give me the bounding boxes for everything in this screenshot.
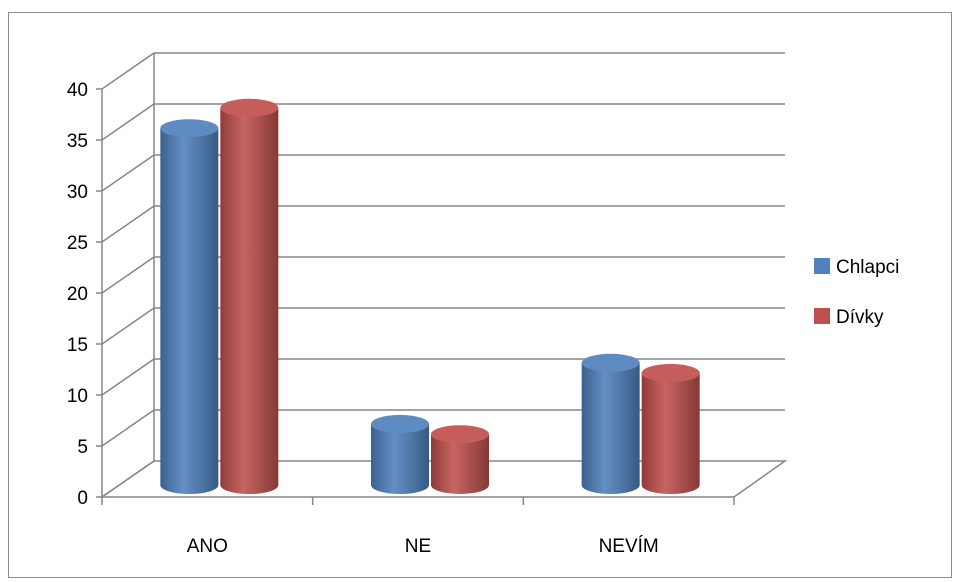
- side-wall-gridline: [101, 358, 155, 396]
- bar-top: [160, 119, 219, 138]
- bar-body: [431, 434, 489, 494]
- y-tick-label: 25: [67, 233, 88, 254]
- bar-top: [220, 98, 279, 117]
- bar-top: [431, 425, 489, 444]
- side-wall-gridline: [101, 256, 155, 294]
- category-label: NE: [405, 536, 431, 557]
- side-wall-gridline: [101, 307, 155, 345]
- side-wall-gridline: [101, 52, 155, 90]
- y-tick-label: 10: [67, 386, 88, 407]
- legend-swatch: [814, 308, 830, 324]
- side-wall-gridline: [101, 103, 155, 141]
- y-tick-label: 20: [67, 284, 88, 305]
- bar-Chlapci-NE: [371, 415, 429, 494]
- y-tick-label: 30: [67, 182, 88, 203]
- y-tick-label: 40: [67, 80, 88, 101]
- bar-body: [581, 362, 640, 494]
- bar-Dívky-ANO: [220, 98, 279, 495]
- y-tick-label: 0: [77, 488, 88, 509]
- category-label: ANO: [187, 536, 228, 557]
- side-wall-gridline: [101, 154, 155, 192]
- side-wall-gridline: [101, 409, 155, 447]
- y-tick-labels: 0 5 10 15 20 25 30 35 40: [67, 80, 88, 509]
- category-label: NEVÍM: [599, 536, 659, 557]
- legend: Chlapci Dívky: [814, 257, 899, 328]
- bar-top: [641, 364, 700, 382]
- bar-body: [371, 424, 429, 494]
- bar-body: [160, 128, 219, 494]
- y-tick-label: 35: [67, 131, 88, 152]
- bar-body: [641, 373, 700, 494]
- y-tick-label: 5: [77, 437, 88, 458]
- legend-swatch: [814, 258, 830, 274]
- bar-Chlapci-ANO: [160, 119, 219, 494]
- legend-label: Dívky: [836, 307, 884, 328]
- side-wall-gridline: [101, 205, 155, 243]
- axes: [96, 88, 735, 505]
- bar-Dívky-NE: [431, 425, 489, 494]
- bar-Dívky-NEVÍM: [641, 364, 700, 494]
- category-labels: ANO NE NEVÍM: [187, 536, 659, 557]
- y-tick-label: 15: [67, 335, 88, 356]
- bar-body: [220, 107, 279, 495]
- bar-Chlapci-NEVÍM: [581, 353, 640, 494]
- bar-top: [581, 353, 640, 372]
- bars: [160, 98, 700, 495]
- bar-top: [371, 415, 429, 433]
- legend-label: Chlapci: [836, 257, 899, 278]
